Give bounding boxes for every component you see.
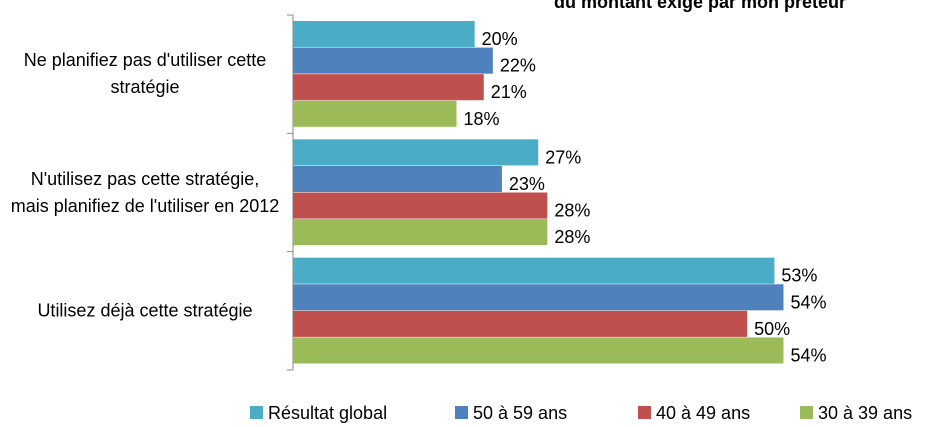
data-label: 21%: [491, 82, 527, 102]
bar: [293, 165, 502, 192]
legend-swatch: [455, 406, 468, 419]
data-label: 54%: [791, 292, 827, 312]
chart-title: du montant exigé par mon prêteur: [554, 0, 846, 12]
bar: [293, 310, 748, 337]
legend-swatch: [250, 406, 263, 419]
legend-swatch: [638, 406, 651, 419]
legend-label: 50 à 59 ans: [473, 403, 567, 423]
bar: [293, 192, 548, 219]
legend-label: Résultat global: [268, 403, 387, 423]
data-label: 28%: [554, 201, 590, 221]
bar: [293, 284, 784, 311]
data-label: 27%: [545, 147, 581, 167]
data-label: 20%: [482, 29, 518, 49]
category-label: Ne planifiez pas d'utiliser cette straté…: [23, 50, 267, 98]
legend-label: 40 à 49 ans: [656, 403, 750, 423]
bar: [293, 100, 457, 127]
data-label: 22%: [500, 56, 536, 76]
bar: [293, 337, 784, 364]
data-label: 50%: [754, 319, 790, 339]
data-label: 23%: [509, 174, 545, 194]
legend-swatch: [800, 406, 813, 419]
category-label: Utilisez déjà cette stratégie: [37, 300, 253, 321]
data-label: 54%: [791, 345, 827, 365]
data-label: 28%: [554, 227, 590, 247]
bar: [293, 219, 548, 246]
bar: [293, 139, 539, 166]
category-label: N'utilisez pas cette stratégie, mais pla…: [10, 168, 280, 216]
bar: [293, 21, 475, 48]
data-label: 18%: [464, 109, 500, 129]
bar: [293, 257, 775, 284]
legend-label: 30 à 39 ans: [818, 403, 912, 423]
data-label: 53%: [781, 266, 817, 286]
bar: [293, 47, 493, 74]
bar: [293, 74, 484, 101]
